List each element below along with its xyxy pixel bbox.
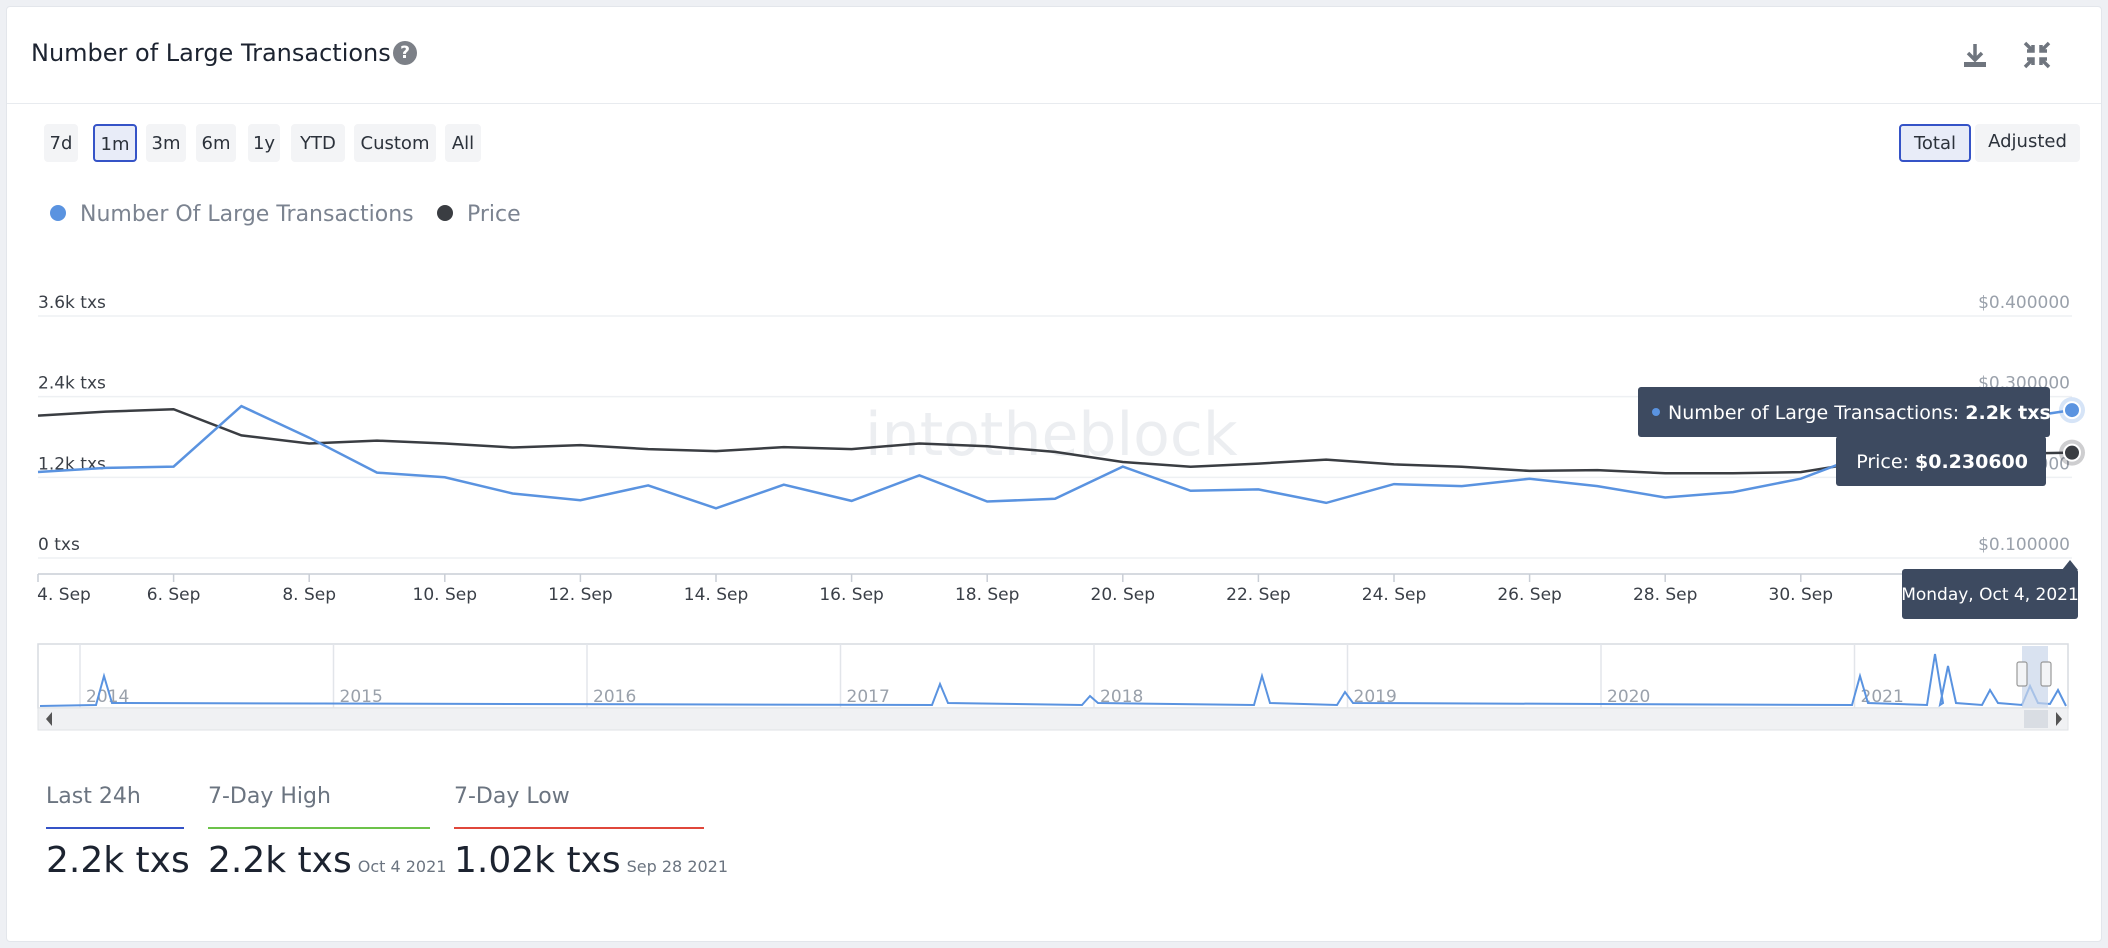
range-6m-button[interactable]: 6m (196, 124, 236, 162)
legend-label: Number Of Large Transactions (80, 202, 414, 227)
navigator-scrollbar-thumb[interactable] (2024, 710, 2048, 728)
x-tick-label: 24. Sep (1362, 585, 1426, 605)
tooltip-label: Number of Large Transactions: (1668, 402, 1965, 424)
x-tick-label: 16. Sep (819, 585, 883, 605)
x-tick-label: 30. Sep (1769, 585, 1833, 605)
hover-marker-price (2063, 443, 2081, 462)
legend-item-price[interactable]: Price (437, 202, 521, 227)
stat-label-last24h: Last 24h (46, 784, 141, 809)
stat-value-text: 1.02k txs (454, 840, 621, 881)
watermark: intotheblock (865, 400, 1238, 470)
navigator-year-label: 2021 (1861, 687, 1904, 707)
y-right-tick-label: $0.400000 (1978, 293, 2070, 313)
navigator-frame (37, 643, 2069, 709)
tooltip-dot (1652, 408, 1660, 416)
x-tick-label: 14. Sep (684, 585, 748, 605)
navigator-year-label: 2019 (1354, 687, 1397, 707)
stat-label-7day-low: 7-Day Low (454, 784, 570, 809)
range-all-button[interactable]: All (445, 124, 481, 162)
y-left-tick-label: 3.6k txs (38, 293, 106, 313)
x-tick-label: 8. Sep (282, 585, 336, 605)
stat-date: Sep 28 2021 (626, 857, 729, 876)
scroll-right-arrow-icon[interactable] (2056, 712, 2062, 726)
stat-underline (454, 827, 704, 829)
stat-underline (46, 827, 184, 829)
navigator-year-label: 2020 (1607, 687, 1650, 707)
navigator-scrollbar-track (37, 707, 2069, 731)
range-7d-button[interactable]: 7d (44, 124, 78, 162)
stat-value-7day-low: 1.02k txs Sep 28 2021 (454, 840, 728, 881)
tooltip-price-text: Price: $0.230600 (1856, 451, 2028, 473)
navigator-series-line (39, 653, 2067, 708)
navigator-year-label: 2017 (847, 687, 890, 707)
y-left-tick-label: 2.4k txs (38, 374, 106, 394)
tooltip-transactions-box (1638, 387, 2050, 437)
tooltip-transactions-text: Number of Large Transactions: 2.2k txs (1668, 402, 2051, 424)
x-tick-label: 4. Sep (37, 585, 91, 605)
tooltip-value: $0.230600 (1915, 451, 2028, 473)
range-3m-button[interactable]: 3m (146, 124, 186, 162)
legend-dot (50, 205, 66, 221)
x-tick-label: 22. Sep (1226, 585, 1290, 605)
range-custom-button[interactable]: Custom (354, 124, 436, 162)
x-tick-label: 28. Sep (1633, 585, 1697, 605)
x-tick-label: 18. Sep (955, 585, 1019, 605)
legend-item-transactions[interactable]: Number Of Large Transactions (50, 202, 414, 227)
range-ytd-button[interactable]: YTD (291, 124, 345, 162)
navigator-handle-right[interactable] (2040, 661, 2052, 687)
range-1y-button[interactable]: 1y (248, 124, 280, 162)
hover-marker-transactions (2063, 401, 2081, 420)
tooltip-value: 2.2k txs (1965, 402, 2051, 424)
range-1m-button[interactable]: 1m (93, 124, 137, 162)
stat-value-text: 2.2k txs (46, 840, 190, 881)
x-tick-label: 26. Sep (1497, 585, 1561, 605)
stat-date: Oct 4 2021 (357, 857, 447, 876)
y-right-tick-label: $0.100000 (1978, 535, 2070, 555)
stat-underline (208, 827, 430, 829)
stat-value-text: 2.2k txs (208, 840, 352, 881)
tooltip-label: Price: (1856, 451, 1915, 473)
navigator-year-label: 2016 (593, 687, 636, 707)
x-tick-label: 10. Sep (413, 585, 477, 605)
x-tick-label: 6. Sep (147, 585, 201, 605)
x-tick-label: 12. Sep (548, 585, 612, 605)
chart-title: Number of Large Transactions (31, 39, 391, 67)
card-header: Number of Large Transactions ? (7, 7, 2101, 104)
transactions-series-line (37, 404, 2073, 510)
legend-dot (437, 205, 453, 221)
navigator-year-label: 2018 (1100, 687, 1143, 707)
tooltip-price-box (1836, 436, 2046, 486)
scroll-left-arrow-icon[interactable] (46, 712, 52, 726)
question-circle-icon[interactable]: ? (393, 41, 417, 65)
collapse-icon[interactable] (2019, 37, 2055, 73)
total-toggle-button[interactable]: Total (1899, 124, 1971, 162)
tooltip-date-pointer (2062, 560, 2078, 570)
stat-value-last24h: 2.2k txs (46, 840, 190, 881)
x-tick-label: 20. Sep (1091, 585, 1155, 605)
navigator-year-label: 2015 (340, 687, 383, 707)
legend-label: Price (467, 202, 521, 227)
download-icon[interactable] (1957, 37, 1993, 73)
stat-value-7day-high: 2.2k txs Oct 4 2021 (208, 840, 446, 881)
tooltip-date-text: Monday, Oct 4, 2021 (1901, 585, 2079, 605)
navigator-handle-left[interactable] (2016, 661, 2028, 687)
adjusted-toggle-button[interactable]: Adjusted (1975, 124, 2080, 162)
tooltip-date-box (1902, 569, 2078, 619)
stat-label-7day-high: 7-Day High (208, 784, 331, 809)
y-left-tick-label: 0 txs (38, 535, 80, 555)
